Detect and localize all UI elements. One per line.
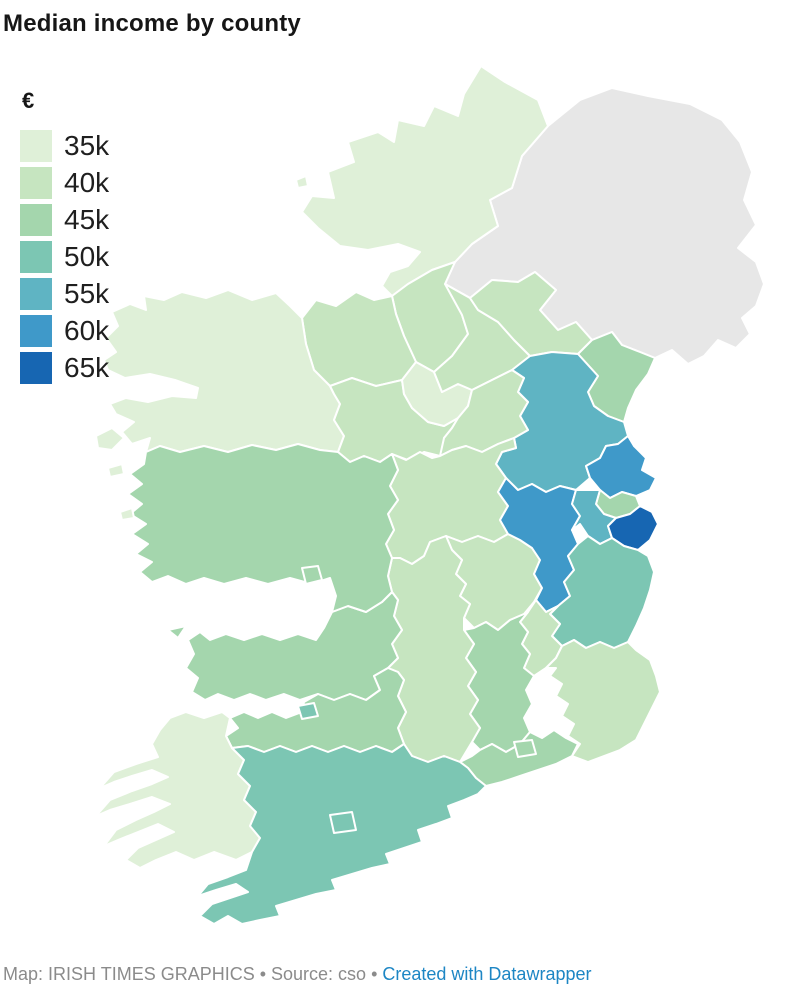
attribution-footer: Map: IRISH TIMES GRAPHICS • Source: cso … [3, 964, 591, 985]
map-region-clare-island[interactable] [107, 463, 125, 478]
legend-row: 55k [20, 278, 109, 310]
legend: € 35k 40k 45k 50k 55k 60k 65k [20, 88, 109, 389]
map-region-waterford-city[interactable] [513, 739, 537, 758]
map-region-cork[interactable] [197, 743, 487, 925]
legend-swatch-40k [20, 167, 52, 199]
map-region-cork-city[interactable] [329, 811, 357, 834]
map-region-fingal[interactable] [585, 435, 657, 499]
legend-swatch-60k [20, 315, 52, 347]
map-region-monaghan[interactable] [469, 271, 593, 357]
legend-row: 50k [20, 241, 109, 273]
map-regions [95, 65, 765, 925]
legend-swatch-65k [20, 352, 52, 384]
legend-label-65k: 65k [64, 352, 110, 383]
legend-unit-label: € [22, 88, 35, 113]
map-region-aran-islands[interactable] [167, 625, 187, 639]
legend-swatch-50k [20, 241, 52, 273]
map-region-arranmore[interactable] [295, 175, 309, 189]
map-region-wexford[interactable] [545, 639, 661, 763]
legend-label-55k: 55k [64, 278, 110, 309]
legend-row: 65k [20, 352, 109, 384]
map-region-inishbofin[interactable] [119, 507, 135, 521]
page-title: Median income by county [3, 10, 301, 37]
datawrapper-link[interactable]: Created with Datawrapper [382, 964, 592, 984]
legend-label-40k: 40k [64, 167, 110, 198]
map-credit-text: Map: IRISH TIMES GRAPHICS • Source: cso … [3, 964, 378, 984]
map-region-achill-island[interactable] [95, 427, 125, 451]
legend-swatch-55k [20, 278, 52, 310]
legend-label-60k: 60k [64, 315, 110, 346]
legend-label-45k: 45k [64, 204, 110, 235]
legend-swatch-45k [20, 204, 52, 236]
map-region-limerick-city[interactable] [297, 702, 319, 720]
legend-row: 45k [20, 204, 109, 236]
legend-label-50k: 50k [64, 241, 110, 272]
legend-row: 40k [20, 167, 109, 199]
legend-swatch-35k [20, 130, 52, 162]
map-region-donegal[interactable] [301, 65, 549, 297]
map-region-clare[interactable] [185, 591, 403, 701]
legend-row: 35k [20, 130, 109, 162]
map-region-galway-city[interactable] [301, 565, 323, 585]
map-region-galway[interactable] [127, 443, 399, 613]
legend-label-35k: 35k [64, 130, 110, 161]
legend-row: 60k [20, 315, 109, 347]
